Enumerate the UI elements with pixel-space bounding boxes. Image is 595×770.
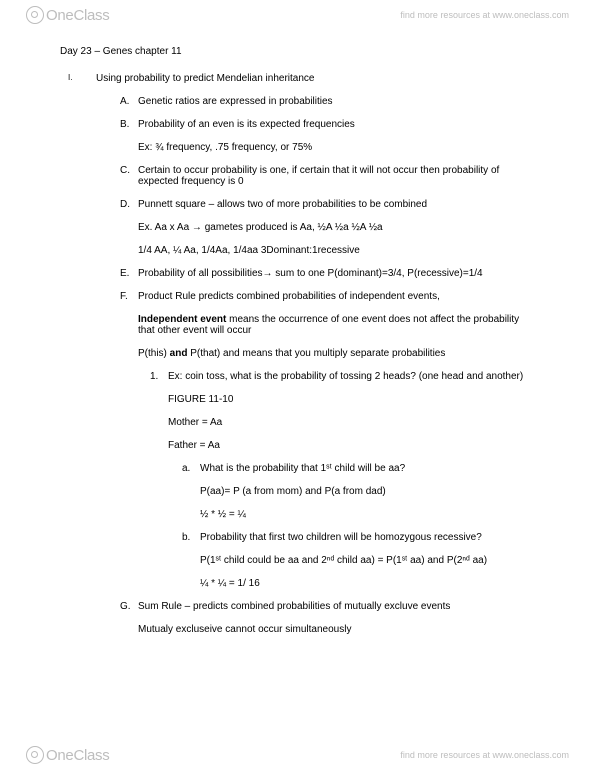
letter-lower-a: a. <box>182 463 200 474</box>
sub-d-ex2: 1/4 AA, ¼ Aa, 1/4Aa, 1/4aa 3Dominant:1re… <box>138 245 535 256</box>
item-f-1: 1. Ex: coin toss, what is the probabilit… <box>150 371 535 382</box>
sub-f-pthis: P(this) and P(that) and means that you m… <box>138 348 535 359</box>
logo-text-footer: OneClass <box>46 747 109 764</box>
item-f-a: a. What is the probability that 1ˢᵗ chil… <box>182 463 535 474</box>
sub-b-ex: Ex: ¾ frequency, .75 frequency, or 75% <box>138 142 535 153</box>
item-c: C. Certain to occur probability is one, … <box>120 165 535 187</box>
sub-fb-l2: ¼ * ¼ = 1/ 16 <box>200 578 535 589</box>
logo-text: OneClass <box>46 7 109 24</box>
logo: OneClass <box>26 6 109 24</box>
outline-roman-i: I. Using probability to predict Mendelia… <box>60 73 535 84</box>
text-d: Punnett square – allows two of more prob… <box>138 199 535 210</box>
letter-lower-b: b. <box>182 532 200 543</box>
item-d: D. Punnett square – allows two of more p… <box>120 199 535 210</box>
logo-icon <box>26 746 44 764</box>
roman-text: Using probability to predict Mendelian i… <box>96 73 314 84</box>
sub-f1-father: Father = Aa <box>168 440 535 451</box>
header-watermark: OneClass find more resources at www.onec… <box>0 0 595 30</box>
letter-a: A. <box>120 96 138 107</box>
item-e: E. Probability of all possibilities→ sum… <box>120 268 535 279</box>
item-f-b: b. Probability that first two children w… <box>182 532 535 543</box>
text-f: Product Rule predicts combined probabili… <box>138 291 535 302</box>
letter-d: D. <box>120 199 138 210</box>
logo-icon <box>26 6 44 24</box>
text-a: Genetic ratios are expressed in probabil… <box>138 96 535 107</box>
document-body: Day 23 – Genes chapter 11 I. Using proba… <box>0 0 595 635</box>
footer-watermark: OneClass find more resources at www.onec… <box>0 740 595 770</box>
footer-tagline: find more resources at www.oneclass.com <box>400 750 569 760</box>
roman-numeral: I. <box>60 73 96 84</box>
text-c: Certain to occur probability is one, if … <box>138 165 535 187</box>
sub-f-independent: Independent event means the occurrence o… <box>138 314 535 336</box>
logo-footer: OneClass <box>26 746 109 764</box>
text-e: Probability of all possibilities→ sum to… <box>138 268 535 279</box>
text-b: Probability of an even is its expected f… <box>138 119 535 130</box>
text-fa: What is the probability that 1ˢᵗ child w… <box>200 463 535 474</box>
num-1: 1. <box>150 371 168 382</box>
page-title: Day 23 – Genes chapter 11 <box>60 46 535 57</box>
sub-d-ex1: Ex. Aa x Aa → gametes produced is Aa, ½A… <box>138 222 535 233</box>
header-tagline: find more resources at www.oneclass.com <box>400 10 569 20</box>
letter-b: B. <box>120 119 138 130</box>
sub-f1-mother: Mother = Aa <box>168 417 535 428</box>
sub-fa-l1: P(aa)= P (a from mom) and P(a from dad) <box>200 486 535 497</box>
text-f1: Ex: coin toss, what is the probability o… <box>168 371 535 382</box>
item-b: B. Probability of an even is its expecte… <box>120 119 535 130</box>
item-f: F. Product Rule predicts combined probab… <box>120 291 535 302</box>
letter-c: C. <box>120 165 138 187</box>
text-fb: Probability that first two children will… <box>200 532 535 543</box>
sub-fb-l1: P(1ˢᵗ child could be aa and 2ⁿᵈ child aa… <box>200 555 535 566</box>
letter-f: F. <box>120 291 138 302</box>
item-g: G. Sum Rule – predicts combined probabil… <box>120 601 535 612</box>
sub-g: Mutualy excluseive cannot occur simultan… <box>138 624 535 635</box>
text-g: Sum Rule – predicts combined probabiliti… <box>138 601 535 612</box>
sub-fa-l2: ½ * ½ = ¼ <box>200 509 535 520</box>
sub-f1-figure: FIGURE 11-10 <box>168 394 535 405</box>
item-a: A. Genetic ratios are expressed in proba… <box>120 96 535 107</box>
letter-g: G. <box>120 601 138 612</box>
letter-e: E. <box>120 268 138 279</box>
